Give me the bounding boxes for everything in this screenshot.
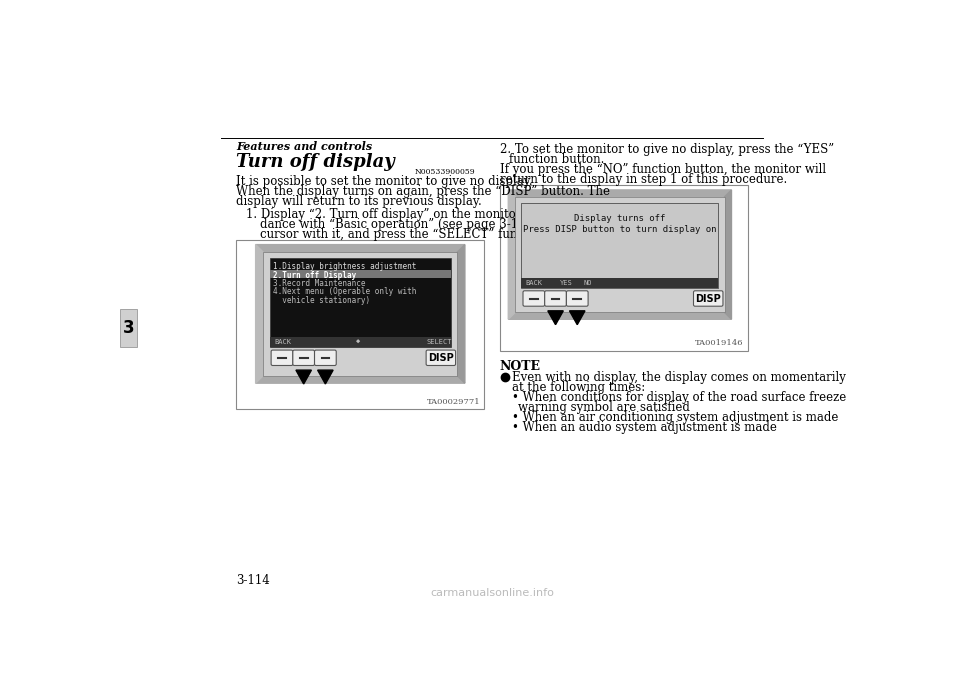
Text: TA00029771: TA00029771 (427, 397, 480, 405)
Text: 2.Turn off Display: 2.Turn off Display (273, 271, 356, 279)
FancyBboxPatch shape (566, 291, 588, 306)
Text: 3: 3 (123, 319, 134, 337)
Text: Press DISP button to turn display on: Press DISP button to turn display on (523, 226, 716, 235)
Text: Features and controls: Features and controls (236, 141, 372, 153)
Text: If you press the “NO” function button, the monitor will: If you press the “NO” function button, t… (500, 163, 826, 176)
Text: SELECT: SELECT (426, 339, 451, 345)
Text: DISP: DISP (695, 294, 721, 304)
Polygon shape (318, 370, 333, 384)
FancyBboxPatch shape (523, 291, 544, 306)
Text: at the following times:: at the following times: (512, 380, 645, 393)
Text: BACK: BACK (525, 280, 542, 285)
Bar (120, 308, 137, 347)
Bar (270, 270, 451, 279)
Text: When the display turns on again, press the “DISP” button. The: When the display turns on again, press t… (236, 185, 611, 198)
Text: dance with “Basic operation” (see page 3-109), align the: dance with “Basic operation” (see page 3… (259, 218, 597, 231)
Text: vehicle stationary): vehicle stationary) (273, 296, 370, 305)
Text: • When an audio system adjustment is made: • When an audio system adjustment is mad… (512, 420, 777, 434)
Text: return to the display in step 1 of this procedure.: return to the display in step 1 of this … (500, 173, 787, 186)
Polygon shape (255, 245, 465, 252)
Polygon shape (508, 190, 732, 197)
Text: NOTE: NOTE (500, 360, 540, 373)
Text: BACK: BACK (275, 339, 291, 345)
Text: N00533900059: N00533900059 (415, 168, 475, 176)
Polygon shape (725, 190, 732, 319)
Text: DISP: DISP (428, 353, 454, 363)
Text: 3.Record Maintenance: 3.Record Maintenance (273, 279, 365, 288)
Text: 3-114: 3-114 (236, 574, 270, 587)
Bar (236, 240, 484, 410)
Text: YES: YES (561, 280, 573, 285)
Polygon shape (569, 311, 585, 325)
Text: warning symbol are satisfied: warning symbol are satisfied (518, 401, 690, 414)
FancyBboxPatch shape (544, 291, 566, 306)
Text: function button.: function button. (509, 153, 605, 165)
FancyBboxPatch shape (271, 350, 293, 365)
Text: Even with no display, the display comes on momentarily: Even with no display, the display comes … (512, 371, 846, 384)
Bar (270, 337, 451, 347)
Bar (516, 197, 725, 313)
Text: ◆: ◆ (356, 339, 361, 345)
Text: 2. To set the monitor to give no display, press the “YES”: 2. To set the monitor to give no display… (500, 142, 834, 156)
Text: Display turns off: Display turns off (574, 214, 665, 223)
FancyBboxPatch shape (293, 350, 315, 365)
Bar (521, 278, 718, 287)
Polygon shape (508, 313, 732, 319)
Text: Turn off display: Turn off display (236, 153, 395, 172)
FancyBboxPatch shape (693, 291, 723, 306)
Bar (500, 185, 748, 351)
Polygon shape (548, 311, 564, 325)
Text: 4.Next menu (Operable only with: 4.Next menu (Operable only with (273, 287, 416, 296)
Text: cursor with it, and press the “SELECT” function button.: cursor with it, and press the “SELECT” f… (259, 228, 593, 241)
Bar (263, 252, 457, 376)
Polygon shape (457, 245, 465, 383)
FancyBboxPatch shape (315, 350, 336, 365)
Polygon shape (508, 190, 516, 319)
Polygon shape (296, 370, 311, 384)
Text: It is possible to set the monitor to give no display.: It is possible to set the monitor to giv… (236, 175, 533, 188)
Text: NO: NO (584, 280, 592, 285)
Text: 1.Display brightness adjustment: 1.Display brightness adjustment (273, 262, 416, 271)
Text: • When an air conditioning system adjustment is made: • When an air conditioning system adjust… (512, 411, 838, 424)
Text: TA0019146: TA0019146 (695, 339, 744, 347)
Text: carmanualsonline.info: carmanualsonline.info (430, 589, 554, 599)
Text: 1. Display “2. Turn off display” on the monitor in accor-: 1. Display “2. Turn off display” on the … (247, 208, 578, 221)
Text: • When conditions for display of the road surface freeze: • When conditions for display of the roa… (512, 391, 847, 403)
Polygon shape (255, 245, 263, 383)
Bar (521, 203, 718, 287)
Text: display will return to its previous display.: display will return to its previous disp… (236, 195, 482, 208)
Polygon shape (255, 376, 465, 383)
FancyBboxPatch shape (426, 350, 456, 365)
Bar (270, 258, 451, 347)
